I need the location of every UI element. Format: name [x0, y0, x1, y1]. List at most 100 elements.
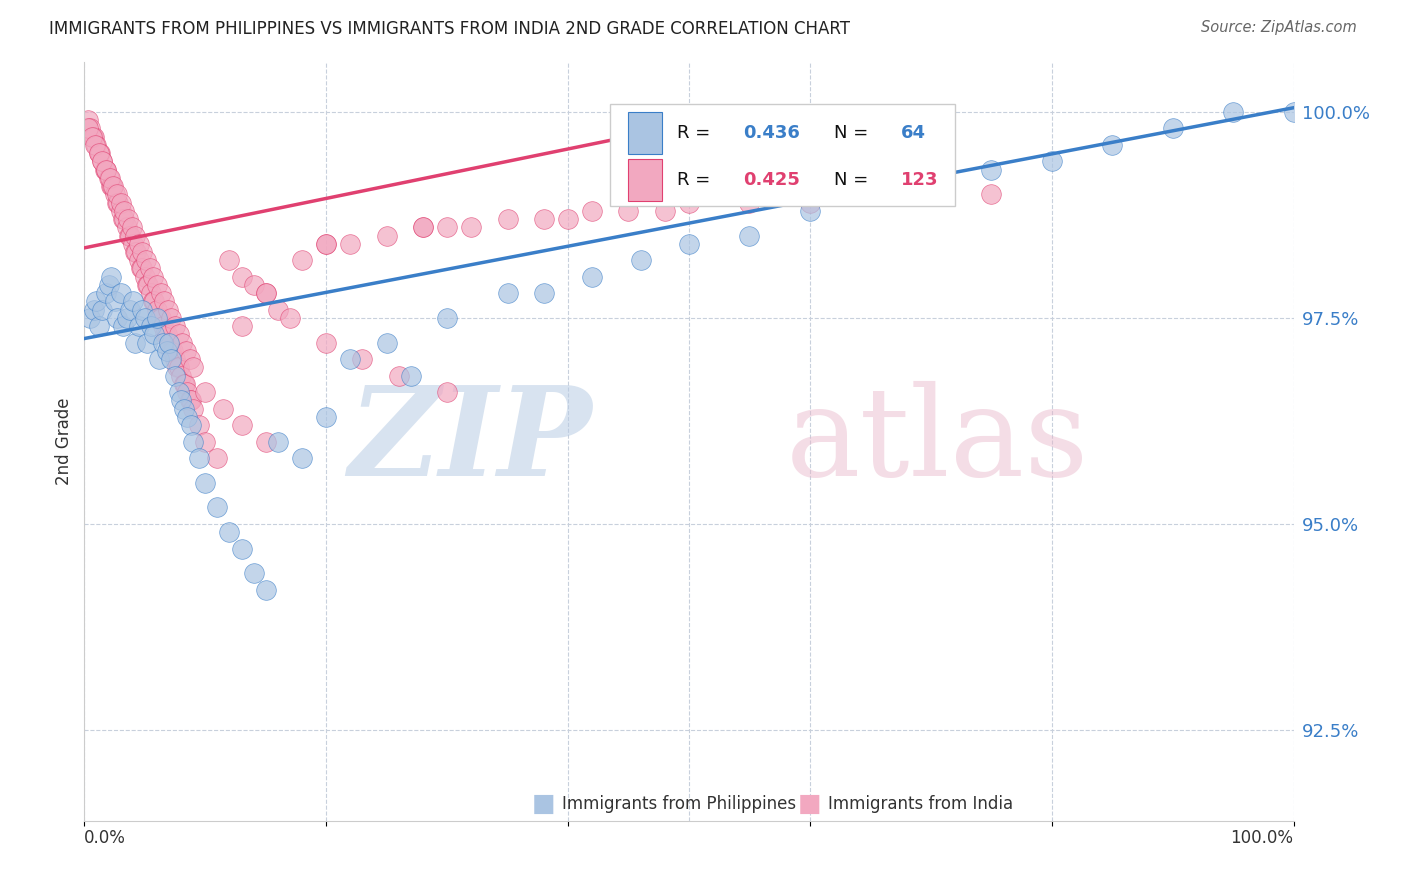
Point — [115, 310, 138, 325]
Text: ZIP: ZIP — [349, 381, 592, 502]
Point — [231, 541, 253, 556]
Point — [155, 327, 177, 342]
Point — [100, 179, 122, 194]
Point — [218, 253, 240, 268]
Point — [129, 261, 152, 276]
Point — [94, 162, 117, 177]
Text: 0.436: 0.436 — [744, 124, 800, 142]
Point — [581, 203, 603, 218]
Point — [231, 418, 253, 433]
Point — [104, 187, 127, 202]
Point — [149, 310, 172, 325]
Point — [77, 121, 100, 136]
Point — [630, 253, 652, 268]
Point — [136, 335, 159, 350]
Point — [134, 310, 156, 325]
Point — [160, 310, 183, 325]
Text: IMMIGRANTS FROM PHILIPPINES VS IMMIGRANTS FROM INDIA 2ND GRADE CORRELATION CHART: IMMIGRANTS FROM PHILIPPINES VS IMMIGRANT… — [49, 20, 851, 37]
Point — [84, 137, 107, 152]
Point — [91, 302, 114, 317]
Point — [152, 335, 174, 350]
Point — [89, 146, 111, 161]
Point — [207, 450, 229, 465]
Point — [291, 253, 314, 268]
Point — [231, 319, 253, 334]
Point — [920, 179, 942, 194]
Point — [142, 269, 165, 284]
Point — [124, 228, 146, 243]
Point — [388, 368, 411, 383]
Point — [77, 113, 100, 128]
Text: 123: 123 — [901, 171, 938, 189]
Point — [165, 352, 187, 367]
Point — [97, 277, 120, 292]
Point — [118, 228, 141, 243]
Point — [94, 162, 117, 177]
Point — [103, 179, 125, 194]
Point — [1282, 104, 1305, 119]
Point — [980, 187, 1002, 202]
Point — [267, 434, 290, 449]
Point — [87, 146, 110, 161]
Point — [167, 385, 190, 400]
Point — [315, 236, 337, 251]
Point — [136, 277, 159, 292]
Point — [149, 286, 172, 301]
Point — [157, 335, 180, 350]
Point — [920, 187, 942, 202]
Point — [533, 286, 555, 301]
Point — [87, 146, 110, 161]
Point — [121, 236, 143, 251]
FancyBboxPatch shape — [610, 104, 955, 207]
Point — [315, 409, 337, 424]
Text: ■: ■ — [799, 792, 821, 816]
Text: R =: R = — [676, 171, 716, 189]
Point — [101, 179, 124, 194]
Point — [94, 162, 117, 177]
Point — [139, 319, 162, 334]
Point — [121, 294, 143, 309]
Point — [352, 352, 374, 367]
Point — [139, 286, 162, 301]
Point — [83, 302, 105, 317]
Point — [165, 319, 187, 334]
Point — [125, 245, 148, 260]
Point — [194, 385, 217, 400]
Point — [678, 236, 700, 251]
Point — [105, 310, 128, 325]
Point — [179, 393, 201, 408]
Point — [176, 409, 198, 424]
Text: N =: N = — [834, 171, 875, 189]
Text: R =: R = — [676, 124, 716, 142]
Text: Source: ZipAtlas.com: Source: ZipAtlas.com — [1201, 20, 1357, 35]
Point — [799, 203, 821, 218]
Point — [117, 212, 139, 227]
Point — [181, 434, 204, 449]
Point — [105, 195, 128, 210]
Point — [138, 277, 160, 292]
Point — [181, 401, 204, 416]
Point — [135, 253, 157, 268]
Point — [131, 261, 153, 276]
Point — [179, 352, 201, 367]
Point — [859, 187, 882, 202]
Point — [180, 418, 202, 433]
Point — [375, 228, 398, 243]
Point — [315, 236, 337, 251]
Point — [194, 475, 217, 490]
Point — [212, 401, 235, 416]
Point — [738, 195, 761, 210]
Point — [131, 302, 153, 317]
Point — [155, 343, 177, 358]
Point — [138, 261, 160, 276]
Point — [120, 228, 142, 243]
Point — [112, 212, 135, 227]
Point — [436, 385, 458, 400]
Point — [1101, 137, 1123, 152]
Point — [173, 376, 195, 391]
Point — [128, 236, 150, 251]
Text: Immigrants from India: Immigrants from India — [828, 795, 1014, 813]
Point — [980, 162, 1002, 177]
Text: Immigrants from Philippines: Immigrants from Philippines — [562, 795, 796, 813]
Point — [496, 212, 519, 227]
